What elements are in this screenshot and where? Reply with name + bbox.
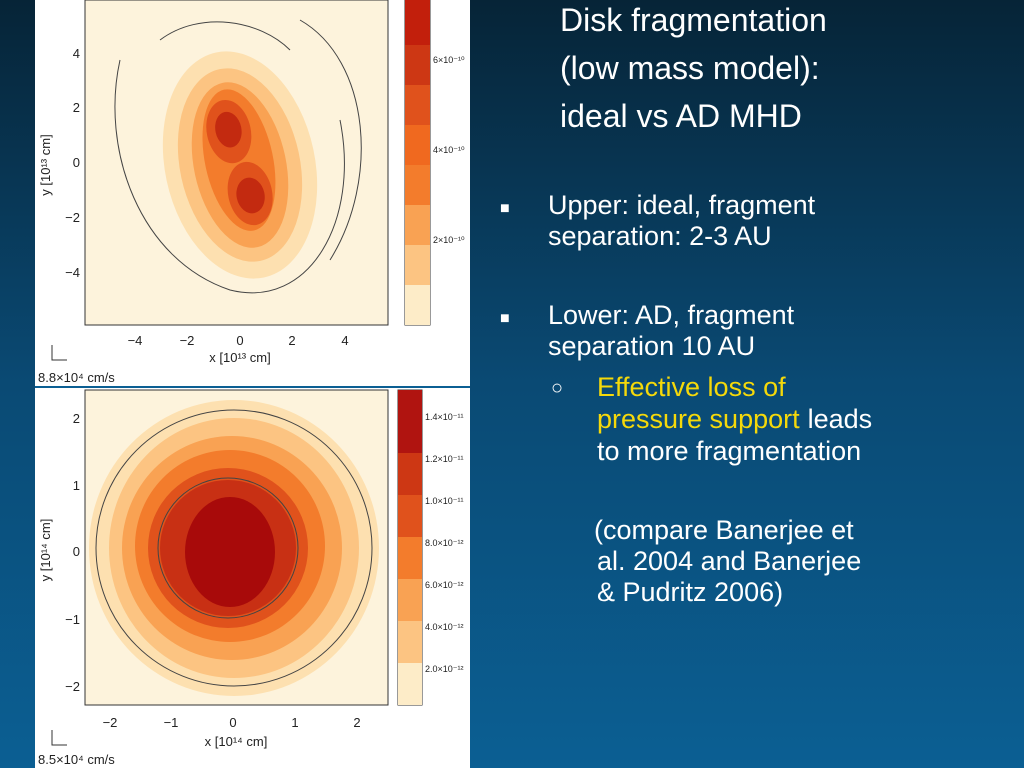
- x-tick-label: −2: [103, 715, 118, 730]
- title-line: (low mass model):: [560, 50, 820, 86]
- y-tick-label: 2: [73, 411, 80, 426]
- velocity-scale: 8.8×10⁴ cm/s: [38, 370, 115, 385]
- lower-plot: [51, 389, 423, 746]
- sub-bullet-line: Effective loss of: [597, 372, 786, 403]
- upper-plot: [51, 0, 431, 361]
- colorbar-label: 2.0×10⁻¹²: [425, 664, 464, 674]
- colorbar-label: 6×10⁻¹⁰: [433, 55, 465, 65]
- y-axis-label: y [10¹³ cm]: [38, 134, 53, 195]
- colorbar-label: 1.0×10⁻¹¹: [425, 496, 464, 506]
- x-axis-label: x [10¹⁴ cm]: [205, 734, 268, 749]
- colorbar-label: 1.2×10⁻¹¹: [425, 454, 464, 464]
- bullet-marker: ■: [500, 310, 510, 327]
- y-axis-label: y [10¹⁴ cm]: [38, 519, 53, 582]
- sub-bullet-marker: ○: [551, 377, 564, 399]
- colorbar-label: 2×10⁻¹⁰: [433, 235, 465, 245]
- y-tick-label: 0: [73, 544, 80, 559]
- y-tick-label: −1: [65, 612, 80, 627]
- y-tick-label: −2: [65, 210, 80, 225]
- sub-bullet-text: to more fragmentation: [597, 436, 862, 466]
- sub-bullet-line: pressure support leads: [597, 404, 872, 435]
- sub-bullet-text: Effective loss of: [597, 372, 786, 402]
- sub-bullet-text: leads: [807, 404, 873, 434]
- x-tick-label: −4: [128, 333, 143, 348]
- x-tick-label: 2: [288, 333, 295, 348]
- y-tick-label: −4: [65, 265, 80, 280]
- bullet-marker: ■: [500, 200, 510, 217]
- x-tick-label: −1: [164, 715, 179, 730]
- colorbar-label: 8.0×10⁻¹²: [425, 538, 464, 548]
- x-axis-label: x [10¹³ cm]: [209, 350, 270, 365]
- note-line: (compare Banerjee et: [594, 515, 854, 545]
- y-tick-label: 2: [73, 100, 80, 115]
- colorbar-label: 4×10⁻¹⁰: [433, 145, 465, 155]
- title-line: Disk fragmentation: [560, 2, 827, 38]
- sub-bullet-text: pressure support: [597, 404, 800, 434]
- x-tick-label: 4: [341, 333, 348, 348]
- y-tick-label: 4: [73, 46, 80, 61]
- x-tick-label: 1: [291, 715, 298, 730]
- bullet-text: separation 10 AU: [548, 331, 756, 361]
- title-line: ideal vs AD MHD: [560, 98, 802, 134]
- y-tick-label: −2: [65, 679, 80, 694]
- colorbar-label: 6.0×10⁻¹²: [425, 580, 464, 590]
- bullet-text: Upper: ideal, fragment: [548, 190, 816, 220]
- velocity-scale: 8.5×10⁴ cm/s: [38, 752, 115, 767]
- y-tick-label: 1: [73, 478, 80, 493]
- note-line: al. 2004 and Banerjee: [597, 546, 862, 576]
- note-line: & Pudritz 2006): [597, 577, 784, 607]
- colorbar-label: 1.4×10⁻¹¹: [425, 412, 464, 422]
- bullet-text: Lower: AD, fragment: [548, 300, 795, 330]
- colorbar-label: 4.0×10⁻¹²: [425, 622, 464, 632]
- bullet-text: separation: 2-3 AU: [548, 221, 772, 251]
- x-tick-label: 0: [229, 715, 236, 730]
- y-tick-label: 0: [73, 155, 80, 170]
- x-tick-label: −2: [180, 333, 195, 348]
- x-tick-label: 2: [353, 715, 360, 730]
- sub-bullet-line: to more fragmentation: [597, 436, 861, 467]
- x-tick-label: 0: [236, 333, 243, 348]
